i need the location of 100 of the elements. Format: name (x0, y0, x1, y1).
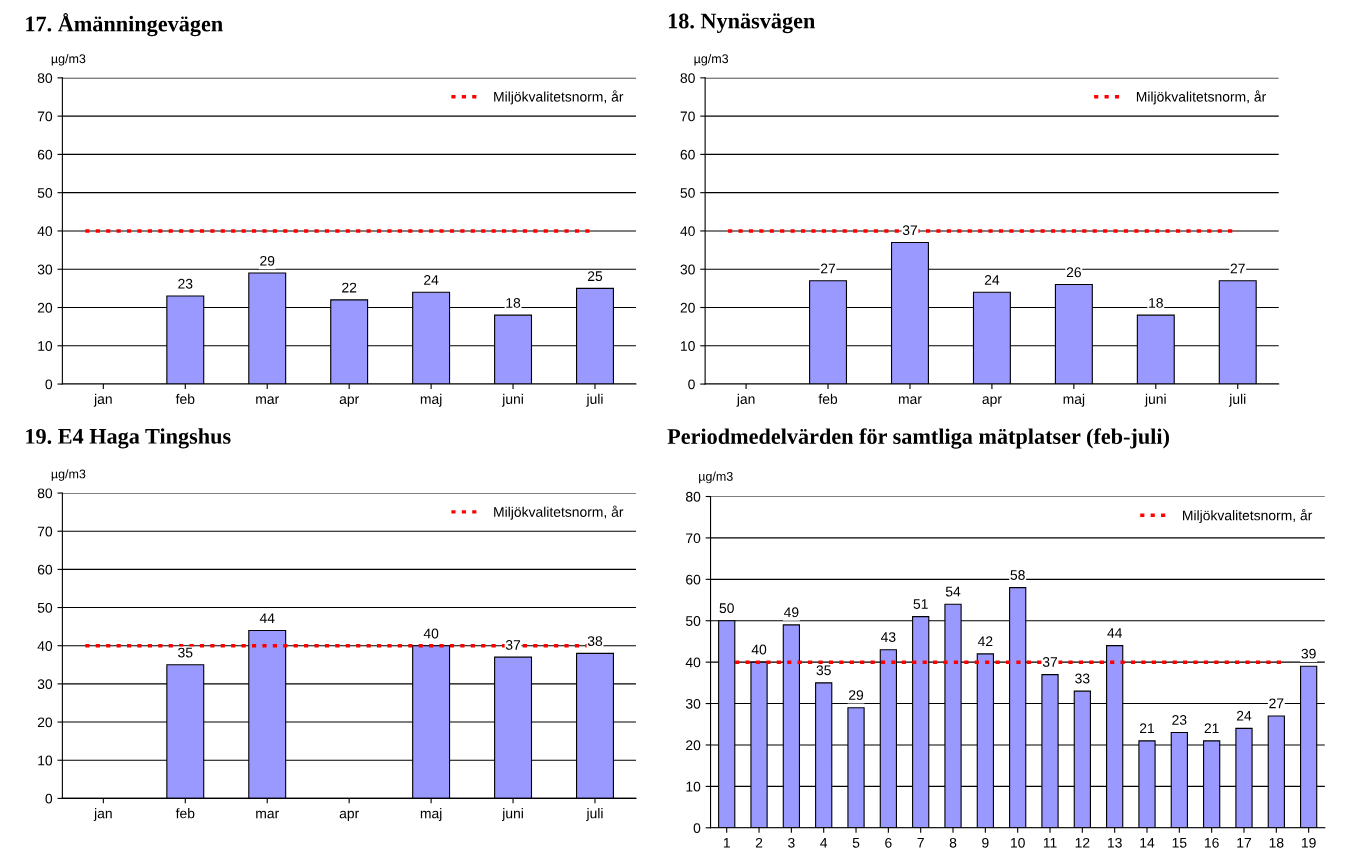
x-tick-label: maj (420, 808, 442, 822)
y-axis-title: µg/m3 (51, 53, 86, 66)
y-tick-label: 50 (37, 602, 53, 613)
data-label: 21 (1204, 723, 1219, 733)
x-tick-label: 13 (1108, 837, 1122, 848)
chart-title: Periodmedelvärden för samtliga mätplatser (feb-juli) (667, 428, 1169, 449)
y-tick-label: 20 (686, 740, 701, 751)
y-tick-label: 80 (685, 491, 701, 502)
x-tick-label: mar (256, 396, 279, 404)
y-tick-label: 70 (686, 533, 701, 544)
data-label: 24 (1236, 710, 1252, 721)
data-label: 51 (913, 599, 928, 609)
data-label: 38 (587, 636, 603, 647)
data-label: 26 (1066, 267, 1081, 278)
x-tick-label: 10 (1011, 837, 1025, 848)
x-tick-label: jan (736, 393, 755, 407)
x-tick-label: 18 (1269, 837, 1284, 848)
data-label: 44 (259, 613, 275, 623)
y-tick-label: 70 (37, 111, 53, 122)
x-tick-label: 8 (949, 837, 957, 848)
x-tick-label: mar (898, 396, 922, 404)
x-tick-label: 3 (788, 837, 795, 848)
x-tick-label: juli (1228, 393, 1246, 407)
y-tick-label: 80 (37, 488, 53, 499)
y-tick-label: 50 (685, 616, 701, 626)
y-tick-label: 0 (45, 379, 53, 390)
x-tick-label: 4 (820, 838, 828, 848)
x-tick-label: 11 (1043, 838, 1057, 848)
y-tick-label: 40 (680, 226, 695, 237)
y-tick-label: 80 (37, 73, 53, 84)
chart-title: 17. Åmänningevägen (26, 12, 223, 37)
x-tick-label: juni (1144, 393, 1166, 407)
x-tick-label: 12 (1075, 837, 1090, 848)
data-label: 23 (178, 278, 193, 289)
x-tick-label: juli (586, 808, 603, 822)
x-tick-label: feb (818, 393, 838, 404)
x-tick-label: feb (175, 808, 195, 819)
x-tick-label: maj (420, 393, 442, 407)
data-label: 39 (1301, 648, 1316, 659)
y-tick-label: 10 (38, 755, 53, 766)
data-label: 18 (506, 297, 521, 308)
y-axis-title: µg/m3 (699, 471, 733, 484)
x-tick-label: jan (93, 808, 112, 822)
data-label: 23 (1172, 715, 1187, 725)
x-tick-label: 9 (982, 837, 989, 848)
y-tick-label: 80 (680, 73, 695, 84)
data-label: 27 (1230, 263, 1245, 274)
data-label: 24 (424, 275, 439, 285)
x-tick-label: 6 (885, 837, 892, 848)
y-tick-label: 50 (680, 188, 695, 198)
y-tick-label: 20 (37, 302, 53, 313)
y-tick-label: 0 (688, 379, 695, 390)
y-tick-label: 70 (680, 111, 695, 122)
y-tick-label: 20 (37, 717, 53, 728)
legend-label: Miljökvalitetsnorm, år (494, 505, 624, 520)
x-tick-label: 16 (1204, 837, 1219, 848)
y-tick-label: 40 (37, 226, 53, 237)
y-tick-label: 10 (686, 781, 701, 792)
x-tick-label: apr (339, 396, 359, 407)
x-tick-label: 15 (1172, 838, 1187, 848)
y-tick-label: 40 (685, 657, 701, 668)
y-tick-label: 50 (37, 188, 53, 198)
data-label: 58 (1010, 570, 1025, 580)
data-label: 27 (821, 263, 836, 274)
y-tick-label: 0 (693, 823, 701, 833)
chart-title: 19. E4 Haga Tingshus (26, 428, 231, 449)
y-tick-label: 60 (37, 564, 53, 575)
x-tick-label: apr (339, 810, 359, 822)
data-label: 22 (342, 282, 357, 293)
y-tick-label: 0 (45, 793, 53, 804)
data-label: 35 (816, 665, 831, 676)
data-label: 37 (902, 225, 917, 236)
x-tick-label: 5 (852, 838, 860, 848)
data-label: 37 (505, 640, 521, 650)
y-axis-title: µg/m3 (51, 469, 86, 481)
x-tick-label: mar (256, 810, 279, 819)
data-label: 33 (1075, 673, 1090, 684)
x-tick-label: juni (501, 808, 523, 822)
data-label: 40 (423, 628, 439, 639)
x-tick-label: feb (175, 393, 195, 404)
data-label: 54 (945, 586, 961, 597)
data-label: 18 (1149, 297, 1163, 308)
y-tick-label: 60 (680, 149, 695, 160)
data-label: 40 (751, 644, 767, 655)
data-label: 42 (977, 636, 993, 647)
y-tick-label: 60 (37, 149, 53, 160)
data-label: 44 (1107, 628, 1122, 638)
y-tick-label: 30 (680, 264, 695, 275)
x-tick-label: 17 (1237, 838, 1252, 848)
data-label: 29 (849, 690, 864, 700)
data-label: 24 (984, 275, 1000, 285)
x-tick-label: juni (501, 393, 523, 407)
y-tick-label: 40 (37, 641, 53, 651)
x-tick-label: juli (586, 393, 603, 407)
data-label: 21 (1139, 723, 1155, 733)
data-label: 50 (719, 603, 734, 614)
data-label: 25 (587, 271, 603, 282)
x-tick-label: jan (93, 393, 112, 407)
y-tick-label: 30 (685, 698, 701, 709)
x-tick-label: 19 (1301, 837, 1316, 848)
